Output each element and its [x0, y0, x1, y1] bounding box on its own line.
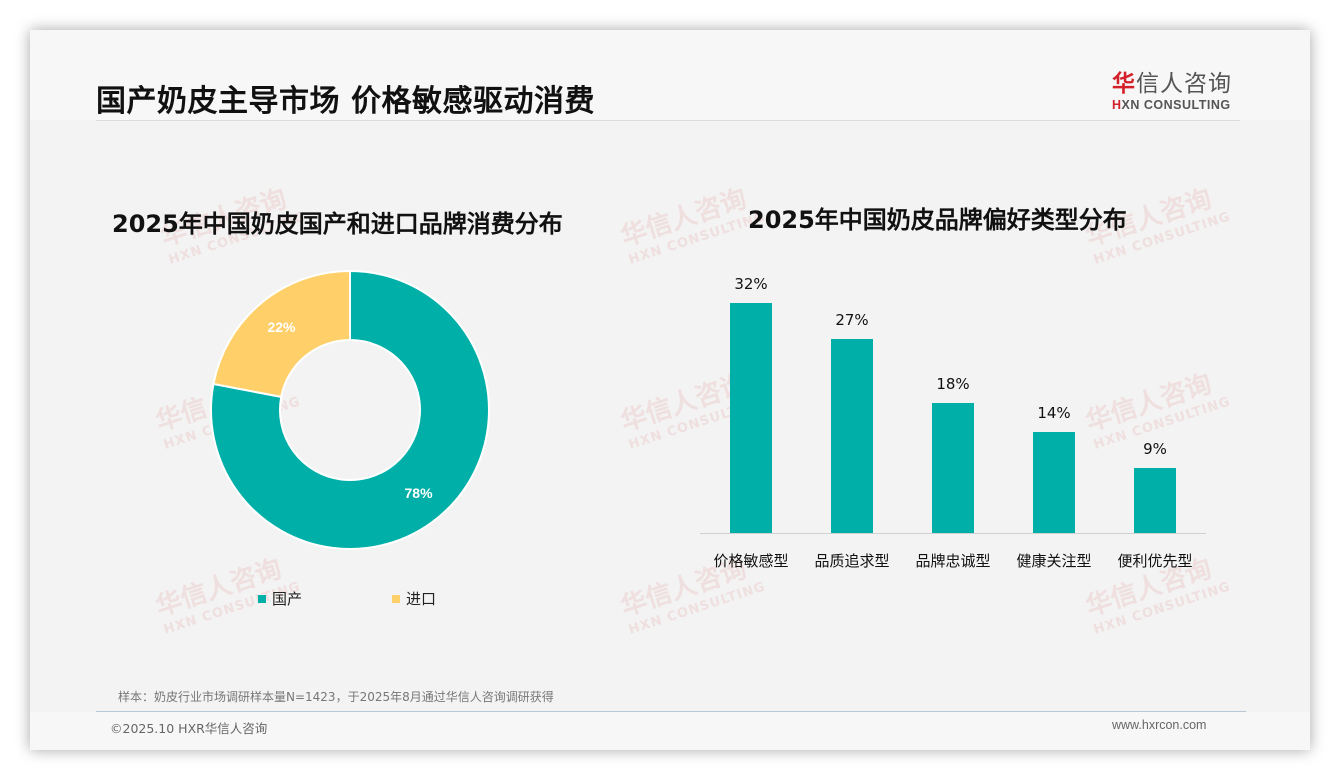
bar-value-label: 27% [835, 310, 869, 329]
donut-slice-1 [212, 269, 351, 399]
website-link[interactable]: www.hxrcon.com [1112, 718, 1207, 732]
bar-category-label: 价格敏感型 [713, 552, 789, 570]
bar-1 [831, 338, 873, 533]
bar-chart-title: 2025年中国奶皮品牌偏好类型分布 [748, 206, 1127, 234]
footer-divider [96, 711, 1246, 712]
bar-2 [932, 403, 974, 533]
bar-chart-baseline [700, 533, 1206, 534]
bar-category-label: 便利优先型 [1117, 552, 1193, 570]
copyright: ©2025.10 HXR华信人咨询 [110, 721, 268, 736]
donut-slice-0 [210, 269, 490, 550]
header-divider [96, 120, 1240, 121]
bar-4 [1134, 468, 1176, 533]
bar-value-label: 14% [1037, 404, 1071, 423]
footer-band [30, 712, 1310, 750]
bar-value-label: 32% [734, 274, 768, 293]
logo-en-accent: H [1112, 98, 1122, 112]
bar-value-label: 18% [936, 375, 970, 394]
logo-cn: 华信人咨询 [1112, 64, 1242, 98]
bar-3 [1033, 432, 1075, 533]
legend-swatch-domestic [258, 594, 266, 603]
bar-category-label: 品牌忠诚型 [915, 552, 991, 570]
logo-cn-text: 信人咨询 [1136, 71, 1232, 97]
slide: 国产奶皮主导市场 价格敏感驱动消费 华信人咨询 HXN CONSULTING 华… [30, 30, 1310, 750]
logo-en-text: XN CONSULTING [1121, 98, 1231, 112]
legend-item-imported: 进口 [392, 588, 436, 609]
bar-0 [730, 302, 772, 533]
brand-logo: 华信人咨询 HXN CONSULTING [1112, 64, 1242, 112]
donut-chart: 78% 22% [210, 269, 490, 550]
bar-category-label: 健康关注型 [1016, 552, 1092, 570]
bar-category-label: 品质追求型 [814, 552, 890, 570]
header-band [30, 30, 1310, 120]
legend-swatch-imported [392, 594, 400, 603]
legend-label-domestic: 国产 [272, 590, 303, 608]
donut-chart-title: 2025年中国奶皮国产和进口品牌消费分布 [112, 210, 563, 238]
donut-slice-label: 22% [267, 319, 296, 335]
sample-note: 样本：奶皮行业市场调研样本量N=1423，于2025年8月通过华信人咨询调研获得 [118, 690, 554, 704]
logo-en: HXN CONSULTING [1112, 98, 1242, 112]
logo-cn-accent: 华 [1112, 71, 1136, 97]
page-title: 国产奶皮主导市场 价格敏感驱动消费 [96, 84, 595, 119]
donut-slice-label: 78% [405, 485, 434, 501]
legend-item-domestic: 国产 [258, 588, 302, 609]
legend-label-imported: 进口 [406, 590, 437, 608]
donut-chart-svg: 78% 22% [210, 269, 490, 550]
bar-value-label: 9% [1143, 440, 1167, 459]
